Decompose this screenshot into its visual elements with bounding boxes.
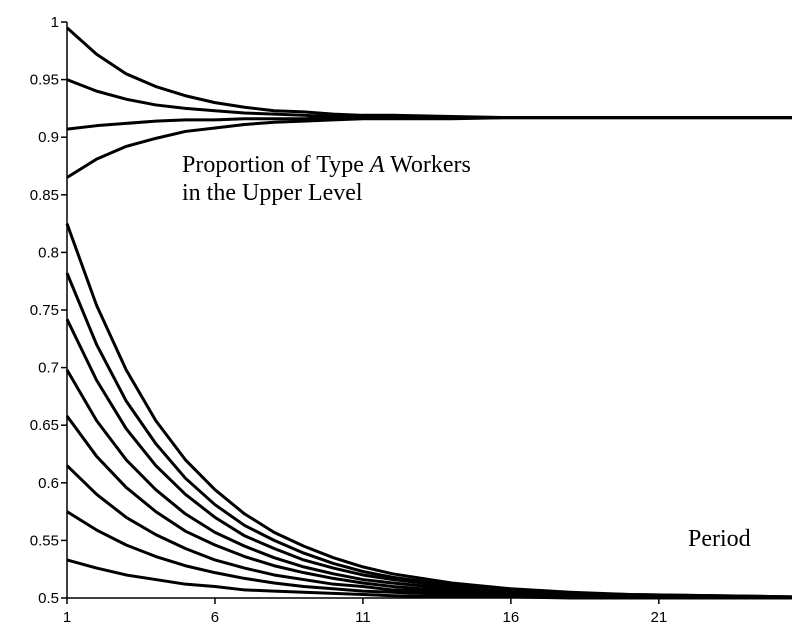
y-tick-label: 0.8 <box>38 244 59 261</box>
series-line <box>66 558 792 600</box>
series-line <box>66 78 792 120</box>
annotation-part: Workers <box>385 152 471 178</box>
x-tick-label: 6 <box>211 609 219 626</box>
series-line <box>66 116 792 179</box>
x-tick-label: 21 <box>650 609 667 626</box>
x-tick-label: 1 <box>63 609 71 626</box>
y-tick-label: 0.5 <box>38 590 59 607</box>
y-tick-label: 0.75 <box>30 302 59 319</box>
series-line <box>65 318 792 600</box>
y-tick-label: 0.85 <box>30 187 59 204</box>
y-tick-label: 0.95 <box>30 72 59 89</box>
y-tick-label: 0.65 <box>30 417 59 434</box>
series-line <box>65 223 792 599</box>
annotation-part: A <box>368 152 385 178</box>
annotation-part: Proportion of Type <box>182 152 370 178</box>
y-tick-label: 0.6 <box>38 475 59 492</box>
x-tick-label: 16 <box>503 609 520 626</box>
annotation: in the Upper Level <box>182 180 363 206</box>
y-tick-label: 0.55 <box>30 532 59 549</box>
x-tick-label: 11 <box>355 609 371 626</box>
annotation: Proportion of Type A Workers <box>182 152 471 178</box>
y-tick-label: 0.9 <box>38 129 59 146</box>
series-line <box>65 272 792 599</box>
y-tick-label: 0.7 <box>38 360 59 377</box>
series-line <box>65 26 792 120</box>
y-tick-label: 1 <box>51 14 59 31</box>
x-axis-label: Period <box>688 526 751 552</box>
